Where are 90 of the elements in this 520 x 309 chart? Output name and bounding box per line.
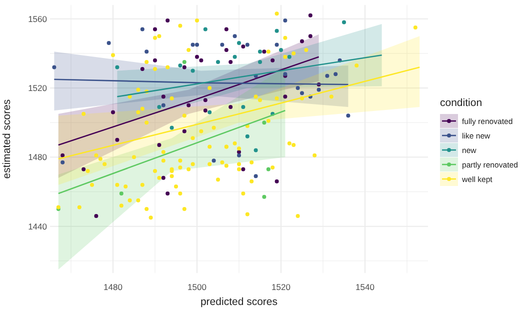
x-tick-label: 1480	[104, 282, 123, 292]
point	[157, 105, 162, 110]
x-tick-label: 1500	[188, 282, 207, 292]
point	[274, 28, 279, 33]
point	[228, 105, 233, 110]
point	[262, 194, 266, 199]
point	[115, 65, 120, 70]
point	[153, 27, 157, 32]
point	[186, 103, 191, 108]
point	[178, 64, 182, 68]
point	[308, 13, 312, 18]
point	[254, 148, 258, 152]
point	[245, 134, 250, 138]
y-tick-label: 1520	[28, 82, 48, 93]
point	[262, 50, 266, 54]
point	[166, 18, 170, 23]
point	[203, 27, 208, 32]
point	[140, 66, 144, 71]
point	[316, 88, 321, 92]
point	[208, 110, 212, 114]
point	[60, 153, 65, 158]
point	[190, 42, 195, 47]
point	[199, 58, 204, 62]
point	[232, 34, 237, 38]
point	[216, 60, 220, 64]
point	[203, 98, 208, 102]
point	[140, 27, 144, 32]
point	[52, 65, 56, 70]
point	[161, 176, 166, 180]
point	[232, 54, 237, 59]
x-tick-label: 1520	[272, 282, 291, 292]
point	[258, 60, 262, 64]
point	[161, 103, 166, 108]
point	[342, 20, 346, 24]
point	[245, 42, 250, 47]
point	[300, 39, 304, 44]
x-tick-label: 1540	[356, 282, 375, 292]
point	[279, 48, 283, 52]
point	[94, 214, 98, 218]
point	[111, 110, 115, 114]
point	[283, 94, 288, 99]
point	[144, 50, 149, 54]
point	[258, 50, 262, 54]
point	[334, 72, 338, 76]
point	[283, 18, 288, 23]
y-tick-label: 1480	[28, 152, 48, 162]
point	[274, 42, 279, 47]
point	[228, 60, 233, 64]
point	[166, 191, 170, 196]
point	[254, 174, 258, 178]
y-tick-label: 1440	[28, 221, 48, 232]
point	[182, 60, 186, 64]
point	[195, 42, 199, 47]
x-axis-title: predicted scores	[200, 296, 278, 308]
point	[157, 143, 162, 148]
point	[346, 114, 350, 118]
point	[119, 191, 124, 196]
point	[161, 94, 166, 99]
point	[224, 27, 228, 32]
point	[106, 41, 111, 46]
point	[237, 153, 241, 158]
point	[241, 44, 246, 48]
point	[212, 158, 216, 163]
point	[224, 48, 228, 52]
point	[60, 160, 65, 164]
point	[241, 167, 246, 172]
legend-title: condition	[440, 97, 482, 109]
point	[274, 179, 279, 184]
point	[195, 54, 199, 59]
y-tick-label: 1560	[28, 14, 48, 24]
point	[296, 86, 300, 90]
point	[220, 42, 224, 47]
point	[115, 138, 120, 142]
point	[182, 129, 186, 134]
point	[308, 34, 312, 38]
point	[203, 108, 208, 112]
point	[300, 91, 304, 96]
point	[270, 58, 275, 62]
point	[182, 65, 186, 70]
point	[241, 105, 246, 110]
point	[266, 167, 270, 172]
point	[82, 167, 86, 172]
y-axis-title: estimated scores	[1, 99, 13, 179]
point	[287, 54, 292, 59]
point	[190, 68, 195, 73]
point	[153, 58, 157, 62]
point	[237, 41, 241, 46]
point	[170, 126, 174, 130]
point	[325, 74, 330, 78]
point	[262, 120, 266, 125]
